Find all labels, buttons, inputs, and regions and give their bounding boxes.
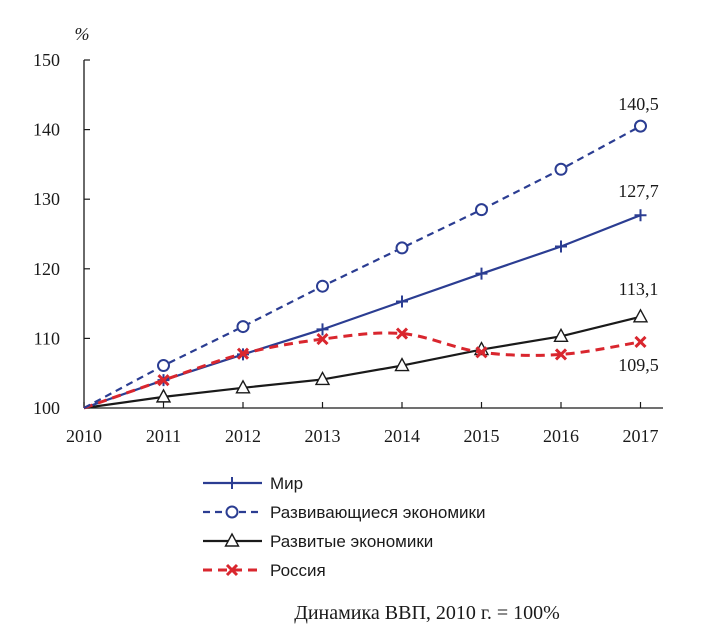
series-line-2 [83, 125, 642, 409]
annotation-127-7: 127,7 [618, 181, 659, 201]
series-4-point-2011 [157, 374, 170, 387]
x-tick-label-2017: 2017 [623, 426, 659, 446]
legend-marker-3 [224, 532, 240, 547]
x-tick-label-2013: 2013 [305, 426, 341, 446]
annotation-113-1: 113,1 [619, 279, 659, 299]
series-line-1 [83, 214, 641, 410]
series-3-point-2016 [553, 327, 569, 343]
x-tick-label-2015: 2015 [464, 426, 500, 446]
y-tick-label-150: 150 [33, 50, 60, 70]
y-tick-label-130: 130 [33, 189, 60, 209]
series-2-point-2012 [236, 320, 250, 334]
series-2-point-2015 [475, 203, 488, 217]
series-3-point-2012 [235, 379, 251, 394]
series-2-point-2011 [157, 359, 170, 373]
legend-marker-4 [225, 563, 239, 577]
series-4-point-2013 [316, 333, 329, 346]
legend-label-3: Развитые экономики [270, 532, 433, 551]
series-4-point-2017 [634, 335, 647, 348]
series-2-point-2017 [634, 119, 647, 133]
series-4-point-2015 [475, 346, 488, 359]
x-tick-label-2010: 2010 [66, 426, 102, 446]
y-unit-label: % [75, 24, 90, 44]
y-tick-label-110: 110 [34, 328, 60, 348]
series-3-point-2017 [632, 308, 649, 323]
series-3-point-2014 [394, 357, 410, 372]
series-3-point-2011 [155, 388, 172, 403]
series-1-point-2016 [555, 240, 567, 253]
legend-label-1: Мир [270, 474, 303, 493]
legend-marker-2 [225, 505, 239, 519]
annotation-109-5: 109,5 [618, 355, 659, 375]
chart-caption: Динамика ВВП, 2010 г. = 100% [294, 602, 560, 624]
series-4-point-2012 [236, 347, 250, 360]
legend-label-4: Россия [270, 561, 326, 580]
y-tick-label-140: 140 [33, 120, 60, 140]
series-2-point-2016 [554, 162, 568, 176]
series-3-point-2013 [314, 370, 331, 386]
series-line-3 [83, 315, 641, 410]
series-2-point-2014 [395, 241, 409, 255]
series-1-point-2017 [634, 209, 647, 222]
series-4-point-2016 [554, 348, 568, 361]
series-4-point-2014 [395, 327, 409, 340]
y-tick-label-120: 120 [33, 259, 60, 279]
x-tick-label-2012: 2012 [225, 426, 261, 446]
x-tick-label-2011: 2011 [146, 426, 181, 446]
y-tick-label-100: 100 [33, 398, 60, 418]
series-1-point-2013 [316, 323, 329, 336]
series-1-point-2014 [396, 295, 408, 308]
annotation-140-5: 140,5 [618, 94, 659, 114]
x-tick-label-2014: 2014 [384, 426, 420, 446]
x-tick-label-2016: 2016 [543, 426, 579, 446]
series-1-point-2015 [475, 267, 488, 280]
legend-label-2: Развивающиеся экономики [270, 503, 486, 522]
series-2-point-2013 [316, 279, 329, 293]
legend-marker-1 [226, 477, 238, 489]
